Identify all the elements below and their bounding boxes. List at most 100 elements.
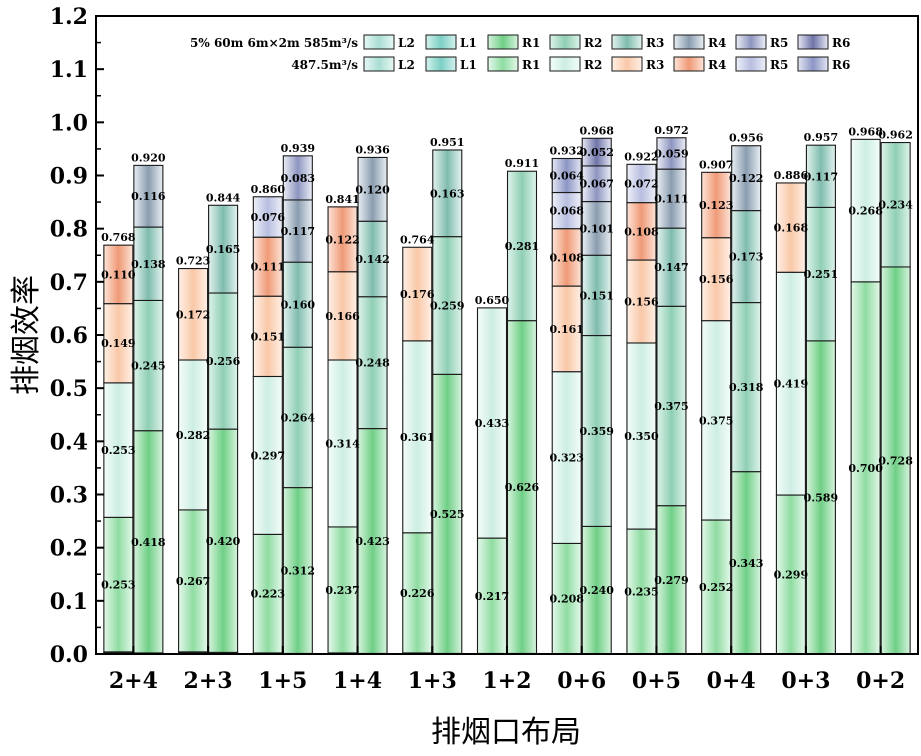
legend-swatch-R6 <box>797 56 829 72</box>
segment-value-label: 0.064 <box>550 170 585 183</box>
legend-swatch-R2 <box>549 34 581 50</box>
bar-total-label: 0.768 <box>101 231 136 244</box>
x-tick-label: 1+2 <box>482 668 531 694</box>
bar-segment-585-1+5-R5 <box>282 155 313 201</box>
segment-value-label: 0.166 <box>325 310 360 323</box>
bar-segment-585-0+3-R2 <box>805 206 836 342</box>
y-tick-label: 0.3 <box>50 483 88 509</box>
x-tick-label: 1+4 <box>333 668 382 694</box>
segment-value-label: 0.122 <box>729 172 763 185</box>
segment-value-label: 0.142 <box>355 253 389 266</box>
bar-total-label: 0.920 <box>131 151 166 164</box>
segment-value-label: 0.267 <box>176 575 210 588</box>
segment-value-label: 0.068 <box>550 205 585 218</box>
bar-segment-487.5-0+3-R3 <box>775 182 806 273</box>
segment-value-label: 0.252 <box>699 581 733 594</box>
legend-entry-label: R6 <box>832 58 850 72</box>
bar-total-label: 0.962 <box>878 129 912 142</box>
segment-value-label: 0.108 <box>624 225 659 238</box>
segment-value-label: 0.259 <box>430 299 464 312</box>
segment-value-label: 0.123 <box>699 199 733 212</box>
bar-total-label: 0.860 <box>251 183 286 196</box>
bar-segment-487.5-0+4-R2 <box>701 320 732 521</box>
x-tick-label: 0+2 <box>856 668 905 694</box>
segment-value-label: 0.375 <box>654 400 688 413</box>
bar-total-label: 0.844 <box>206 191 241 204</box>
segment-value-label: 0.156 <box>699 273 734 286</box>
segment-value-label: 0.111 <box>251 261 285 274</box>
legend-entry-label: R5 <box>770 58 788 72</box>
segment-value-label: 0.256 <box>206 355 241 368</box>
segment-value-label: 0.217 <box>475 590 509 603</box>
bar-segment-585-2+3-R1 <box>208 428 239 653</box>
segment-value-label: 0.172 <box>176 308 210 321</box>
bar-segment-585-0+4-R2 <box>731 302 762 473</box>
segment-value-label: 0.147 <box>654 261 688 274</box>
segment-value-label: 0.281 <box>505 240 539 253</box>
segment-value-label: 0.420 <box>206 535 241 548</box>
segment-value-label: 0.318 <box>729 381 764 394</box>
bar-segment-585-1+5-R4 <box>282 199 313 263</box>
bar-segment-487.5-0+4-R1 <box>701 519 732 655</box>
x-tick-label: 2+4 <box>109 668 158 694</box>
bar-total-label: 0.936 <box>355 143 390 156</box>
bar-segment-487.5-0+5-R1 <box>626 528 657 655</box>
segment-value-label: 0.156 <box>624 296 659 309</box>
x-axis-title: 排烟口布局 <box>431 715 581 750</box>
legend-entry-label: R1 <box>522 36 540 50</box>
legend-swatch-R3 <box>611 56 643 72</box>
segment-value-label: 0.226 <box>400 587 435 600</box>
legend-swatch-R2 <box>549 56 581 72</box>
bar-segment-585-0+5-R3 <box>656 227 687 307</box>
legend-entry-label: R3 <box>646 36 664 50</box>
segment-value-label: 0.240 <box>580 584 615 597</box>
bar-segment-585-0+6-R4 <box>581 201 612 256</box>
segment-value-label: 0.433 <box>475 417 509 430</box>
bar-segment-585-1+4-R3 <box>357 220 388 298</box>
x-tick-label: 1+5 <box>258 668 307 694</box>
bar-total-label: 0.951 <box>430 136 464 149</box>
bar-segment-585-0+5-R4 <box>656 168 687 229</box>
segment-value-label: 0.176 <box>400 288 435 301</box>
segment-value-label: 0.108 <box>550 251 585 264</box>
bar-segment-487.5-1+5-R1 <box>252 533 283 654</box>
bar-segment-487.5-1+2-R2 <box>476 307 508 539</box>
bar-segment-487.5-1+3-R3 <box>402 246 433 342</box>
legend-swatch-R4 <box>673 34 705 50</box>
segment-value-label: 0.151 <box>580 289 614 302</box>
segment-value-label: 0.253 <box>101 579 135 592</box>
bar-segment-487.5-1+3-R1 <box>402 532 433 654</box>
x-tick-label: 0+4 <box>707 668 756 694</box>
bar-segment-487.5-1+5-R2 <box>252 375 283 535</box>
segment-value-label: 0.312 <box>281 565 315 578</box>
segment-value-label: 0.268 <box>848 205 883 218</box>
bar-segment-487.5-0+5-R4 <box>626 202 657 261</box>
bar-segment-487.5-2+4-R2 <box>103 382 134 518</box>
y-tick-label: 0.5 <box>50 376 88 402</box>
bar-total-label: 0.972 <box>654 124 688 137</box>
legend-swatch-R1 <box>487 56 519 72</box>
segment-value-label: 0.149 <box>101 337 135 350</box>
segment-value-label: 0.314 <box>325 437 360 450</box>
bar-total-label: 0.957 <box>804 131 838 144</box>
legend-entry-label: L2 <box>398 58 415 72</box>
bar-segment-585-1+4-R4 <box>357 156 388 222</box>
y-tick-label: 1.1 <box>50 57 88 83</box>
bar-segment-487.5-0+2-R2 <box>850 138 881 283</box>
y-tick-label: 0.2 <box>50 536 88 562</box>
legend-swatch-L1 <box>425 56 457 72</box>
y-tick-label: 0.4 <box>50 429 88 455</box>
bar-segment-487.5-2+3-R2 <box>178 359 209 511</box>
bar-segment-585-0+5-R5 <box>656 137 687 170</box>
segment-value-label: 0.117 <box>804 170 838 183</box>
segment-value-label: 0.052 <box>580 146 614 159</box>
segment-value-label: 0.728 <box>878 454 913 467</box>
bar-segment-487.5-0+5-R3 <box>626 259 657 344</box>
segment-value-label: 0.700 <box>848 462 883 475</box>
x-tick-label: 0+5 <box>632 668 681 694</box>
segment-value-label: 0.253 <box>101 444 135 457</box>
segment-value-label: 0.423 <box>355 535 389 548</box>
bar-segment-585-2+4-R1 <box>133 430 164 654</box>
bars <box>103 137 911 655</box>
segment-value-label: 0.245 <box>131 360 165 373</box>
